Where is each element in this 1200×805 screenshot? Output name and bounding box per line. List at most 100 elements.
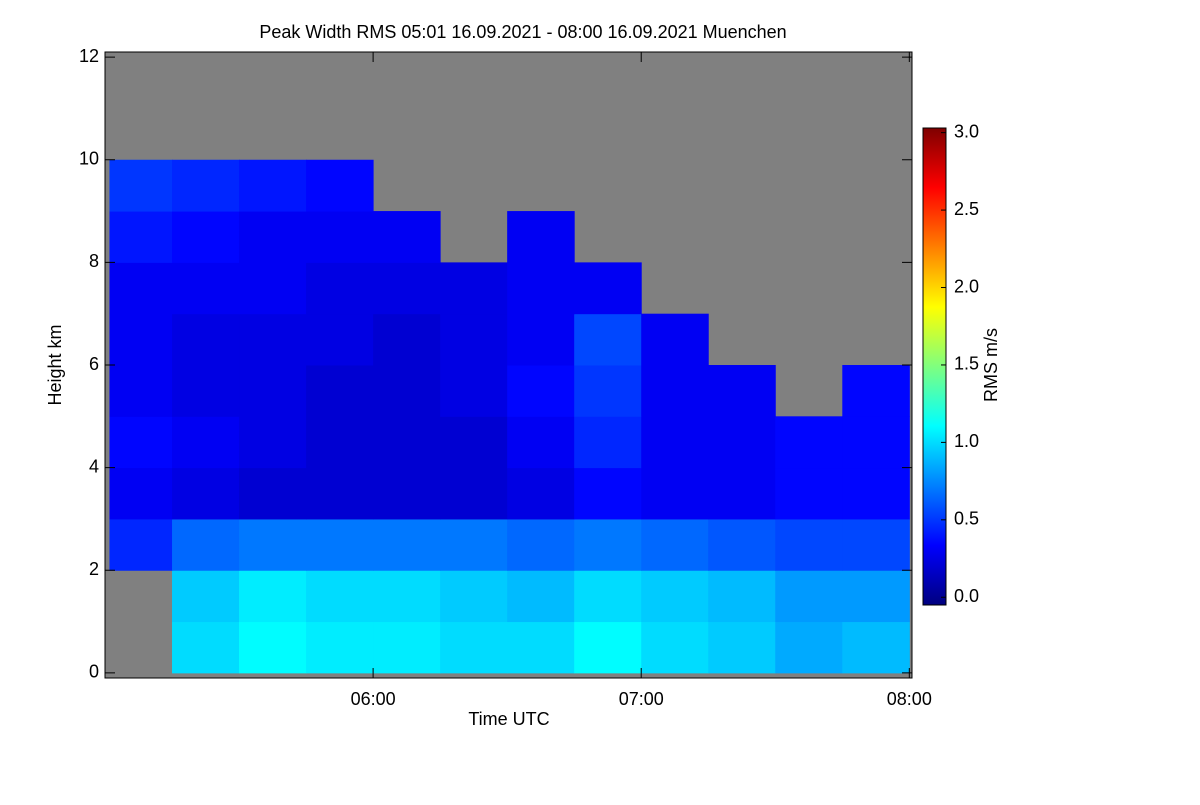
heatmap-cell [440, 262, 508, 315]
heatmap-cell [306, 416, 374, 469]
heatmap-cell [373, 313, 441, 366]
colorbar-tick-label: 3.0 [954, 121, 979, 141]
colorbar-label: RMS m/s [981, 328, 1001, 402]
heatmap-cell [172, 570, 240, 623]
heatmap-cell [842, 365, 910, 417]
heatmap-cell [306, 467, 374, 520]
heatmap-cell [306, 365, 374, 417]
heatmap-cell [440, 467, 508, 520]
heatmap-cell [109, 313, 173, 366]
heatmap-cell [172, 313, 240, 366]
heatmap-cell [842, 416, 910, 469]
heatmap-cell [641, 365, 709, 417]
heatmap-cell [306, 262, 374, 315]
y-tick-label: 6 [89, 354, 99, 374]
heatmap-cell [172, 365, 240, 417]
heatmap-cell [775, 518, 843, 571]
heatmap-cell [239, 365, 307, 417]
heatmap-cell [109, 262, 173, 315]
heatmap-cell [109, 467, 173, 520]
heatmap-cell [641, 518, 709, 571]
heatmap-cell [373, 211, 441, 263]
x-tick-label: 06:00 [351, 689, 396, 709]
heatmap-cell [306, 570, 374, 623]
heatmap-cell [507, 467, 575, 520]
heatmap-cell [239, 621, 307, 674]
heatmap-cell [708, 416, 776, 469]
x-tick-label: 08:00 [887, 689, 932, 709]
heatmap-cell [373, 262, 441, 315]
heatmap-cell [109, 159, 173, 212]
x-tick-label: 07:00 [619, 689, 664, 709]
heatmap-cell [574, 313, 642, 366]
heatmap-cell [641, 621, 709, 674]
heatmap-cell [574, 621, 642, 674]
heatmap-cell [507, 416, 575, 469]
heatmap-cell [708, 365, 776, 417]
heatmap-cell [775, 621, 843, 674]
heatmap-cell [172, 621, 240, 674]
heatmap-cell [172, 262, 240, 315]
heatmap-cell [109, 518, 173, 571]
y-tick-label: 10 [79, 149, 99, 169]
y-tick-label: 12 [79, 46, 99, 66]
heatmap-cell [172, 159, 240, 212]
heatmap-cell [109, 365, 173, 417]
heatmap-cell [440, 570, 508, 623]
heatmap-cell [775, 570, 843, 623]
heatmap-cell [440, 313, 508, 366]
heatmap-cell [172, 416, 240, 469]
colorbar [922, 127, 947, 606]
heatmap-cell [373, 621, 441, 674]
heatmap-cell [239, 467, 307, 520]
colorbar-tick-label: 1.5 [954, 354, 979, 374]
heatmap-cell [239, 159, 307, 212]
heatmap-cell [574, 365, 642, 417]
colorbar-tick-label: 0.0 [954, 586, 979, 606]
heatmap-cell [708, 467, 776, 520]
heatmap-cell [306, 621, 374, 674]
heatmap-cell [440, 365, 508, 417]
heatmap-cell [574, 467, 642, 520]
heatmap-cell [507, 211, 575, 263]
heatmap-cell [172, 467, 240, 520]
heatmap-cell [172, 211, 240, 263]
chart-title: Peak Width RMS 05:01 16.09.2021 - 08:00 … [259, 22, 786, 42]
heatmap-cell [775, 467, 843, 520]
y-tick-label: 4 [89, 456, 99, 476]
y-tick-label: 0 [89, 662, 99, 682]
heatmap-cell [239, 518, 307, 571]
heatmap-cell [239, 570, 307, 623]
heatmap-cell [239, 262, 307, 315]
heatmap-cell [507, 570, 575, 623]
x-axis-label: Time UTC [468, 709, 549, 729]
heatmap-cell [306, 313, 374, 366]
heatmap-cell [306, 518, 374, 571]
y-tick-label: 2 [89, 559, 99, 579]
heatmap-cell [373, 416, 441, 469]
heatmap-cell [172, 518, 240, 571]
heatmap-cell [373, 467, 441, 520]
heatmap-cell [574, 570, 642, 623]
heatmap-cell [641, 416, 709, 469]
heatmap-cell [507, 313, 575, 366]
colorbar-tick-label: 2.0 [954, 276, 979, 296]
heatmap-cell [842, 621, 910, 674]
heatmap-cell [507, 365, 575, 417]
heatmap-cell [708, 621, 776, 674]
heatmap-cell [373, 570, 441, 623]
heatmap-cell [109, 416, 173, 469]
heatmap-cell [574, 262, 642, 315]
heatmap-cell [239, 313, 307, 366]
heatmap-cell [842, 518, 910, 571]
heatmap-cell [708, 570, 776, 623]
y-tick-label: 8 [89, 251, 99, 271]
colorbar-tick-label: 0.5 [954, 509, 979, 529]
heatmap-cell [507, 518, 575, 571]
heatmap-cell [306, 211, 374, 263]
heatmap-cell [109, 211, 173, 263]
heatmap-cell [641, 570, 709, 623]
heatmap-cell [775, 416, 843, 469]
heatmap-cell [306, 159, 374, 212]
heatmap-cell [507, 262, 575, 315]
